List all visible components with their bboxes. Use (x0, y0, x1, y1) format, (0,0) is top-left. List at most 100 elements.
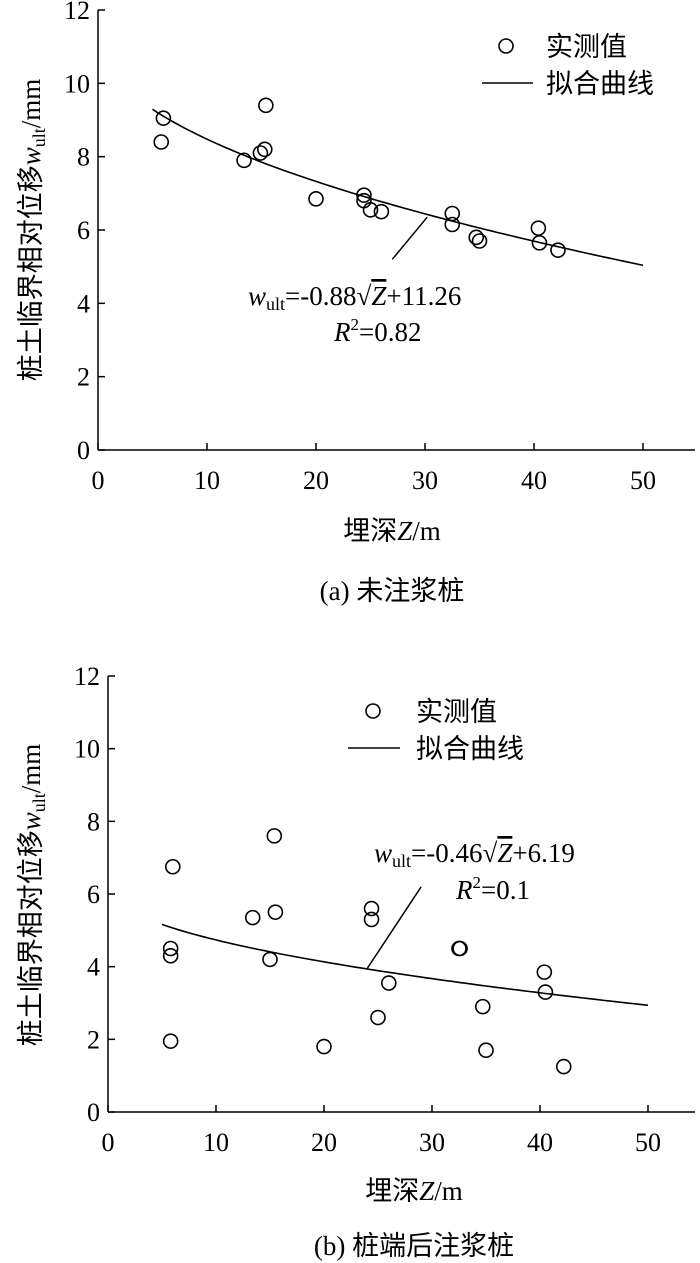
legend-marker-circle (498, 38, 514, 54)
data-point (452, 940, 468, 957)
equation-sqrt-sign: √ (357, 281, 372, 311)
equation-sqrt-sign: √ (483, 838, 498, 868)
x-axis-label-unit: /m (434, 1176, 463, 1206)
equation-label: wult=-0.46√Z+6.19 (374, 838, 575, 871)
y-tick-label: 10 (64, 69, 90, 98)
data-point (267, 904, 284, 920)
y-tick-label: 12 (64, 0, 90, 25)
r2-value: =0.82 (359, 317, 421, 347)
y-tick-label: 6 (77, 216, 90, 245)
x-axis-label-prefix: 埋深 (343, 516, 397, 546)
y-tick-label: 4 (77, 289, 90, 318)
y-tick-label: 0 (87, 1098, 100, 1127)
data-point (165, 858, 181, 875)
x-tick-label: 40 (527, 1128, 553, 1157)
data-point (550, 242, 566, 258)
y-axis-label-prefix: 桩土临界相对位移 (16, 830, 46, 1046)
x-axis-label-unit: /m (412, 516, 441, 546)
data-point (444, 205, 461, 222)
x-ticks: 0 10 20 30 40 50 (102, 1105, 661, 1157)
caption: (b) 桩端后注浆桩 (314, 1231, 514, 1261)
data-point (316, 1038, 332, 1055)
data-point (363, 911, 380, 928)
data-point (162, 940, 179, 957)
equation-mid: =-0.88 (285, 281, 356, 311)
legend-marker-circle (365, 703, 381, 719)
equation-sqrt-var: Z (497, 838, 513, 868)
y-axis-label-unit: /mm (16, 79, 46, 129)
r2-value: =0.1 (481, 875, 530, 905)
data-point (373, 203, 390, 220)
y-axis-label: 桩土临界相对位移wult/mm (16, 79, 49, 382)
y-axis-label: 桩土临界相对位移wult/mm (16, 744, 49, 1047)
legend: 实测值 拟合曲线 (348, 697, 524, 765)
legend-measured-label: 实测值 (416, 697, 497, 728)
x-tick-label: 20 (311, 1128, 337, 1157)
equation-label: wult=-0.88√Z+11.26 (248, 281, 461, 314)
y-tick-label: 8 (87, 807, 100, 836)
data-point (478, 1042, 494, 1059)
data-point (258, 97, 274, 114)
legend-fit-label: 拟合曲线 (416, 734, 524, 765)
data-points (162, 828, 572, 1075)
x-tick-label: 50 (635, 1128, 661, 1157)
annotation-pointer-line (391, 216, 428, 260)
data-point (244, 909, 261, 926)
r2-sup: 2 (473, 873, 482, 892)
x-tick-label: 40 (521, 466, 547, 495)
y-axis-label-prefix: 桩土临界相对位移 (16, 165, 46, 381)
r-squared-label: R2=0.82 (333, 315, 421, 347)
y-axis-label-var: w (16, 147, 46, 165)
data-point (537, 984, 554, 1000)
data-points (153, 97, 566, 258)
y-tick-label: 0 (77, 436, 90, 465)
y-tick-label: 6 (87, 880, 100, 909)
x-tick-label: 30 (419, 1128, 445, 1157)
data-point (252, 145, 269, 161)
y-tick-label: 8 (77, 143, 90, 172)
y-tick-label: 4 (87, 953, 100, 982)
r2-sup: 2 (351, 315, 360, 334)
data-point (362, 202, 379, 218)
equation-sub: ult (392, 851, 411, 871)
equation-var: w (374, 838, 392, 868)
data-point (162, 947, 179, 964)
x-axis-label-var: Z (397, 516, 413, 546)
y-ticks: 0 2 4 6 8 10 12 (64, 0, 105, 465)
x-ticks: 0 10 20 30 40 50 (92, 443, 656, 495)
data-point (444, 216, 461, 233)
y-tick-label: 10 (74, 735, 100, 764)
data-point (536, 964, 553, 980)
data-point (262, 951, 278, 968)
data-point (474, 998, 491, 1015)
fit-curve (152, 108, 644, 267)
x-tick-label: 10 (194, 466, 220, 495)
data-point (162, 1033, 179, 1049)
data-point (380, 975, 397, 991)
x-tick-label: 0 (102, 1128, 115, 1157)
x-tick-label: 0 (92, 466, 105, 495)
x-tick-label: 10 (203, 1128, 229, 1157)
fit-curve (161, 923, 649, 1007)
data-point (266, 828, 283, 844)
r2-var: R (333, 317, 351, 347)
equation-var: w (248, 281, 266, 311)
data-point (308, 191, 324, 207)
x-tick-label: 30 (412, 466, 438, 495)
y-axis-label-sub: ult (29, 793, 49, 812)
data-point (468, 229, 485, 246)
data-point (555, 1058, 572, 1075)
data-point (153, 134, 170, 150)
x-axis-label-prefix: 埋深 (365, 1176, 419, 1206)
annotation-pointer-line (366, 886, 422, 969)
y-ticks: 0 2 4 6 8 10 12 (74, 662, 115, 1127)
data-point (370, 1009, 386, 1026)
data-point (363, 900, 380, 917)
y-axis-label-sub: ult (29, 128, 49, 147)
y-axis-label-var: w (16, 812, 46, 830)
x-tick-label: 50 (630, 466, 656, 495)
y-axis-label-unit: /mm (16, 744, 46, 794)
